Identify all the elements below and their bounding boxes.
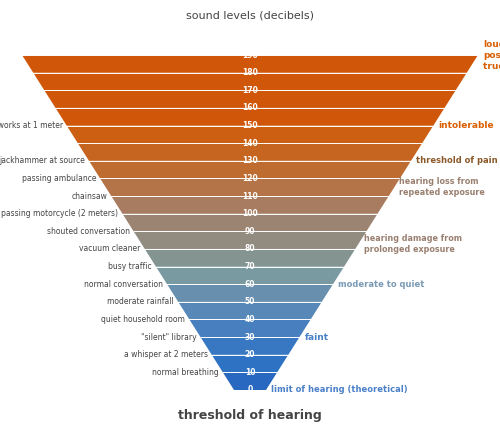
Text: quiet household room: quiet household room [102,315,186,324]
Polygon shape [112,196,388,214]
Polygon shape [22,55,478,73]
Text: normal conversation: normal conversation [84,280,163,289]
Polygon shape [122,214,378,231]
Text: 100: 100 [242,209,258,218]
Text: 60: 60 [245,280,256,289]
Polygon shape [78,143,422,161]
Text: a whisper at 2 meters: a whisper at 2 meters [124,350,208,359]
Text: 80: 80 [244,245,256,254]
Polygon shape [212,355,288,372]
Text: 40: 40 [245,315,256,324]
Polygon shape [100,178,400,196]
Text: 190: 190 [242,51,258,60]
Text: loudest
possible
true sound: loudest possible true sound [483,40,500,71]
Text: passing ambulance: passing ambulance [22,174,96,183]
Text: jackhammer at source: jackhammer at source [0,156,85,165]
Polygon shape [33,73,467,90]
Text: intolerable: intolerable [438,121,494,130]
Text: 10: 10 [245,368,256,377]
Text: threshold of hearing: threshold of hearing [178,409,322,422]
Text: shouted conversation: shouted conversation [46,227,130,236]
Polygon shape [44,90,456,108]
Text: threshold of pain: threshold of pain [416,156,498,165]
Text: passing motorcycle (2 meters): passing motorcycle (2 meters) [2,209,118,218]
Polygon shape [134,231,366,249]
Polygon shape [223,372,277,390]
Polygon shape [178,302,322,320]
Text: "silent" library: "silent" library [141,333,197,342]
Text: hearing damage from
prolonged exposure: hearing damage from prolonged exposure [364,234,462,254]
Polygon shape [156,267,344,284]
Text: 70: 70 [244,262,256,271]
Polygon shape [56,108,444,126]
Polygon shape [200,337,300,355]
Text: limit of hearing (theoretical): limit of hearing (theoretical) [271,385,407,394]
Text: 20: 20 [245,350,256,359]
Text: 180: 180 [242,68,258,77]
Text: 50: 50 [245,297,255,306]
Polygon shape [167,284,333,302]
Text: hearing loss from
repeated exposure: hearing loss from repeated exposure [400,177,485,197]
Text: 120: 120 [242,174,258,183]
Text: 110: 110 [242,191,258,200]
Text: 30: 30 [245,333,256,342]
Text: 160: 160 [242,103,258,112]
Polygon shape [144,249,356,267]
Polygon shape [190,320,310,337]
Text: fireworks at 1 meter: fireworks at 1 meter [0,121,62,130]
Text: normal breathing: normal breathing [152,368,219,377]
Text: vacuum cleaner: vacuum cleaner [80,245,140,254]
Text: sound levels (decibels): sound levels (decibels) [186,10,314,20]
Text: 170: 170 [242,86,258,95]
Text: 0: 0 [248,385,252,394]
Text: 150: 150 [242,121,258,130]
Text: faint: faint [304,333,328,342]
Polygon shape [89,161,411,178]
Text: busy traffic: busy traffic [108,262,152,271]
Text: 140: 140 [242,139,258,148]
Text: 130: 130 [242,156,258,165]
Text: moderate rainfall: moderate rainfall [108,297,174,306]
Text: 90: 90 [245,227,256,236]
Text: moderate to quiet: moderate to quiet [338,280,424,289]
Polygon shape [66,126,434,143]
Text: chainsaw: chainsaw [72,191,108,200]
